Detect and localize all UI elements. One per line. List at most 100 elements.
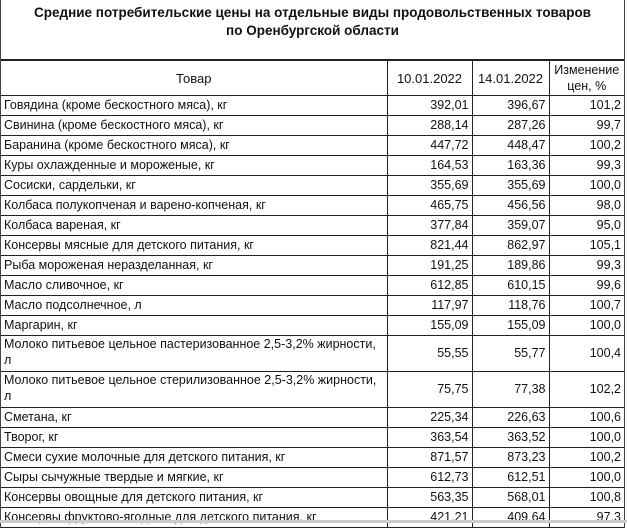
product-cell: Смеси сухие молочные для детского питани…	[1, 447, 388, 468]
product-cell: Молоко питьевое цельное пастеризованное …	[1, 335, 388, 372]
price-date2-cell: 363,52	[471, 427, 550, 448]
change-cell: 100,0	[548, 427, 624, 448]
price-date1-cell: 155,09	[386, 315, 473, 336]
product-cell: Маргарин, кг	[1, 315, 388, 336]
table-row: Смеси сухие молочные для детского питани…	[1, 447, 624, 468]
table-row: Масло сливочное, кг 612,85 610,15 99,6	[1, 275, 624, 296]
change-cell: 97,3	[548, 507, 624, 528]
header-change: Изменение цен, %	[548, 60, 624, 96]
header-date2: 14.01.2022	[471, 60, 550, 96]
product-cell: Консервы мясные для детского питания, кг	[1, 235, 388, 256]
price-date1-cell: 871,57	[386, 447, 473, 468]
change-cell: 100,6	[548, 407, 624, 428]
product-cell: Сосиски, сардельки, кг	[1, 175, 388, 196]
header-product: Товар	[1, 60, 388, 96]
price-date1-cell: 447,72	[386, 135, 473, 156]
price-date1-cell: 288,14	[386, 115, 473, 136]
table-row: Творог, кг 363,54 363,52 100,0	[1, 427, 624, 448]
price-date1-cell: 55,55	[386, 335, 473, 372]
price-date1-cell: 377,84	[386, 215, 473, 236]
price-date1-cell: 363,54	[386, 427, 473, 448]
change-cell: 100,0	[548, 315, 624, 336]
change-cell: 100,0	[548, 467, 624, 488]
change-cell: 98,0	[548, 195, 624, 216]
table-row: Куры охлажденные и мороженые, кг 164,53 16…	[1, 155, 624, 176]
price-date1-cell: 225,34	[386, 407, 473, 428]
price-date2-cell: 55,77	[471, 335, 550, 372]
price-date1-cell: 191,25	[386, 255, 473, 276]
change-cell: 99,3	[548, 255, 624, 276]
product-cell: Куры охлажденные и мороженые, кг	[1, 155, 388, 176]
change-cell: 99,7	[548, 115, 624, 136]
product-cell: Колбаса полукопченая и варено-копченая, …	[1, 195, 388, 216]
price-date1-cell: 612,85	[386, 275, 473, 296]
price-date2-cell: 359,07	[471, 215, 550, 236]
price-date2-cell: 456,56	[471, 195, 550, 216]
change-cell: 100,7	[548, 295, 624, 316]
price-date1-cell: 164,53	[386, 155, 473, 176]
change-cell: 100,0	[548, 175, 624, 196]
product-cell: Масло сливочное, кг	[1, 275, 388, 296]
change-cell: 99,6	[548, 275, 624, 296]
table-row: Молоко питьевое цельное пастеризованное …	[1, 335, 624, 372]
product-cell: Сыры сычужные твердые и мягкие, кг	[1, 467, 388, 488]
price-date2-cell: 568,01	[471, 487, 550, 508]
price-date2-cell: 612,51	[471, 467, 550, 488]
table-title: Средние потребительские цены на отдельны…	[1, 0, 624, 60]
product-cell: Рыба мороженая неразделанная, кг	[1, 255, 388, 276]
table-row: Свинина (кроме бескостного мяса), кг 288,…	[1, 115, 624, 136]
price-date2-cell: 396,67	[471, 95, 550, 116]
price-date1-cell: 563,35	[386, 487, 473, 508]
price-date2-cell: 118,76	[471, 295, 550, 316]
product-cell: Консервы фруктово-ягодные для детского п…	[1, 507, 388, 528]
price-date2-cell: 77,38	[471, 371, 550, 408]
table-row: Колбаса вареная, кг 377,84 359,07 95,0	[1, 215, 624, 236]
window-bottom-edge	[0, 520, 627, 523]
product-cell: Творог, кг	[1, 427, 388, 448]
price-date1-cell: 821,44	[386, 235, 473, 256]
product-cell: Колбаса вареная, кг	[1, 215, 388, 236]
header-row: Товар 10.01.2022 14.01.2022 Изменение це…	[1, 60, 624, 96]
change-cell: 102,2	[548, 371, 624, 408]
price-date2-cell: 448,47	[471, 135, 550, 156]
price-date1-cell: 421,21	[386, 507, 473, 528]
table-row: Консервы мясные для детского питания, кг…	[1, 235, 624, 256]
table-row: Говядина (кроме бескостного мяса), кг 392…	[1, 95, 624, 116]
product-cell: Говядина (кроме бескостного мяса), кг	[1, 95, 388, 116]
table-row: Сметана, кг 225,34 226,63 100,6	[1, 407, 624, 428]
table-row: Молоко питьевое цельное стерилизованное …	[1, 371, 624, 408]
table-row: Рыба мороженая неразделанная, кг 191,25 18…	[1, 255, 624, 276]
change-cell: 105,1	[548, 235, 624, 256]
product-cell: Молоко питьевое цельное стерилизованное …	[1, 371, 388, 408]
price-date2-cell: 355,69	[471, 175, 550, 196]
table-row: Консервы овощные для детского питания, к…	[1, 487, 624, 508]
price-date2-cell: 155,09	[471, 315, 550, 336]
table-row: Сосиски, сардельки, кг 355,69 355,69 100,0	[1, 175, 624, 196]
price-date2-cell: 409,64	[471, 507, 550, 528]
price-date1-cell: 75,75	[386, 371, 473, 408]
product-cell: Консервы овощные для детского питания, к…	[1, 487, 388, 508]
change-cell: 101,2	[548, 95, 624, 116]
change-cell: 100,2	[548, 447, 624, 468]
price-date1-cell: 117,97	[386, 295, 473, 316]
price-table: Товар 10.01.2022 14.01.2022 Изменение це…	[1, 60, 624, 528]
price-date1-cell: 355,69	[386, 175, 473, 196]
table-row: Сыры сычужные твердые и мягкие, кг 612,73…	[1, 467, 624, 488]
table-row: Баранина (кроме бескостного мяса), кг 447…	[1, 135, 624, 156]
table-row: Колбаса полукопченая и варено-копченая, …	[1, 195, 624, 216]
title-line-2: по Оренбургской области	[226, 23, 399, 38]
product-cell: Масло подсолнечное, л	[1, 295, 388, 316]
price-date1-cell: 392,01	[386, 95, 473, 116]
price-date2-cell: 862,97	[471, 235, 550, 256]
change-cell: 100,4	[548, 335, 624, 372]
product-cell: Свинина (кроме бескостного мяса), кг	[1, 115, 388, 136]
product-cell: Сметана, кг	[1, 407, 388, 428]
change-cell: 99,3	[548, 155, 624, 176]
header-date1: 10.01.2022	[386, 60, 473, 96]
price-date2-cell: 873,23	[471, 447, 550, 468]
price-date1-cell: 465,75	[386, 195, 473, 216]
table-row: Маргарин, кг 155,09 155,09 100,0	[1, 315, 624, 336]
price-date2-cell: 189,86	[471, 255, 550, 276]
table-row: Масло подсолнечное, л 117,97 118,76 100,7	[1, 295, 624, 316]
